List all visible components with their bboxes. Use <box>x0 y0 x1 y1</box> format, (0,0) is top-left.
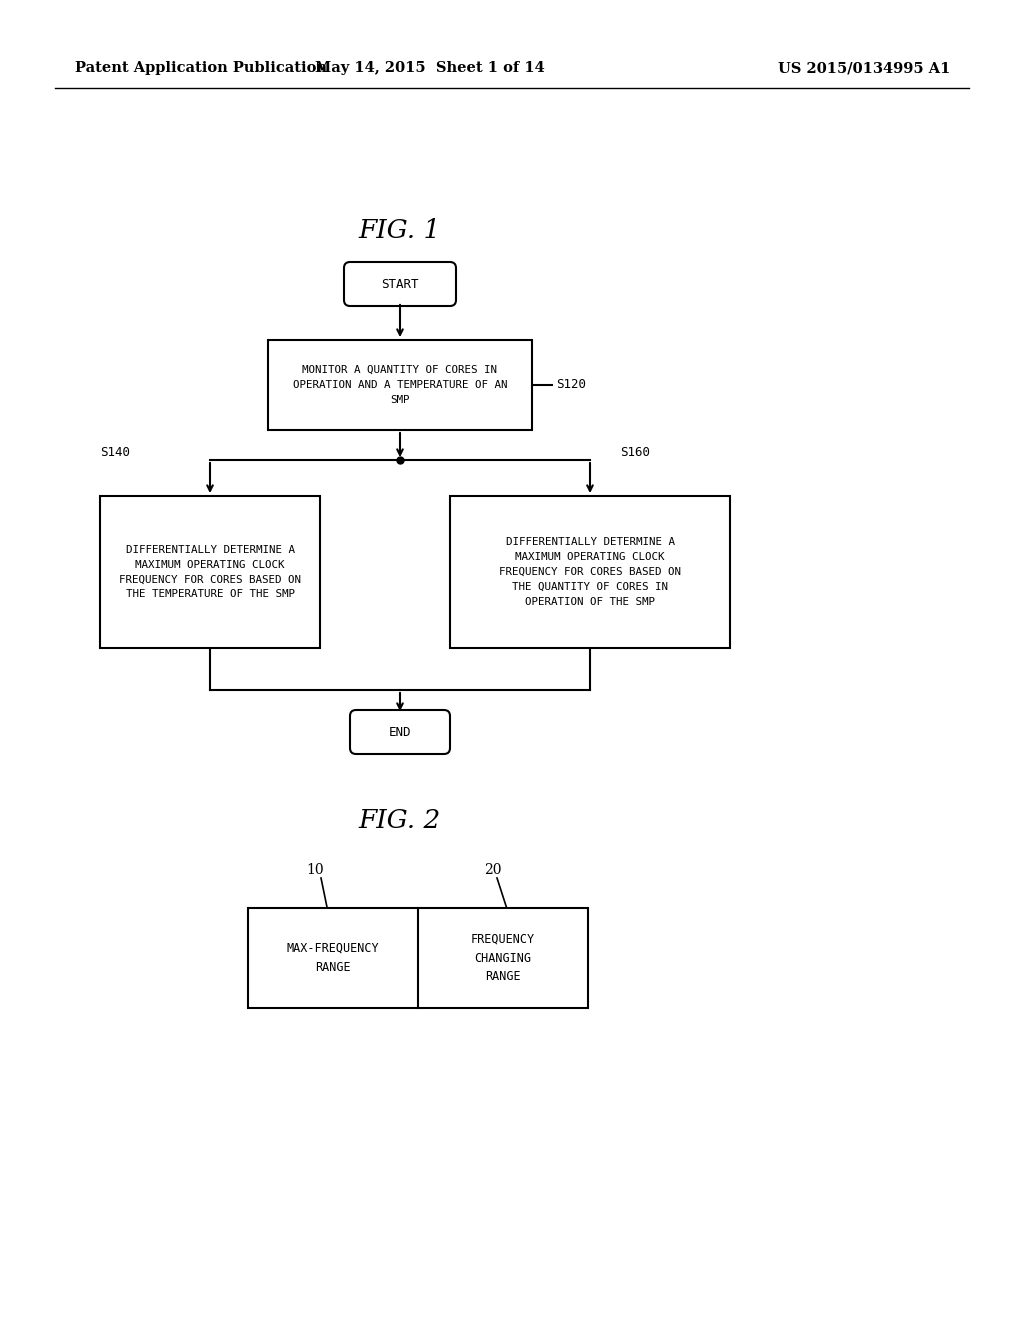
Text: FIG. 2: FIG. 2 <box>358 808 441 833</box>
Text: START: START <box>381 277 419 290</box>
Text: FIG. 1: FIG. 1 <box>358 218 441 243</box>
Text: END: END <box>389 726 412 738</box>
Text: 10: 10 <box>306 863 324 876</box>
Text: DIFFERENTIALLY DETERMINE A
MAXIMUM OPERATING CLOCK
FREQUENCY FOR CORES BASED ON
: DIFFERENTIALLY DETERMINE A MAXIMUM OPERA… <box>499 537 681 607</box>
Text: S140: S140 <box>100 446 130 458</box>
FancyBboxPatch shape <box>450 496 730 648</box>
Text: DIFFERENTIALLY DETERMINE A
MAXIMUM OPERATING CLOCK
FREQUENCY FOR CORES BASED ON
: DIFFERENTIALLY DETERMINE A MAXIMUM OPERA… <box>119 545 301 599</box>
Text: S160: S160 <box>620 446 650 458</box>
Text: US 2015/0134995 A1: US 2015/0134995 A1 <box>777 61 950 75</box>
Text: 20: 20 <box>484 863 502 876</box>
Text: MONITOR A QUANTITY OF CORES IN
OPERATION AND A TEMPERATURE OF AN
SMP: MONITOR A QUANTITY OF CORES IN OPERATION… <box>293 366 507 405</box>
Text: S120: S120 <box>556 379 586 392</box>
FancyBboxPatch shape <box>248 908 588 1008</box>
Text: MAX-FREQUENCY
RANGE: MAX-FREQUENCY RANGE <box>287 942 379 974</box>
FancyBboxPatch shape <box>268 341 532 430</box>
FancyBboxPatch shape <box>344 261 456 306</box>
Text: Patent Application Publication: Patent Application Publication <box>75 61 327 75</box>
FancyBboxPatch shape <box>100 496 319 648</box>
Text: FREQUENCY
CHANGING
RANGE: FREQUENCY CHANGING RANGE <box>471 932 536 983</box>
Text: May 14, 2015  Sheet 1 of 14: May 14, 2015 Sheet 1 of 14 <box>315 61 545 75</box>
FancyBboxPatch shape <box>350 710 450 754</box>
